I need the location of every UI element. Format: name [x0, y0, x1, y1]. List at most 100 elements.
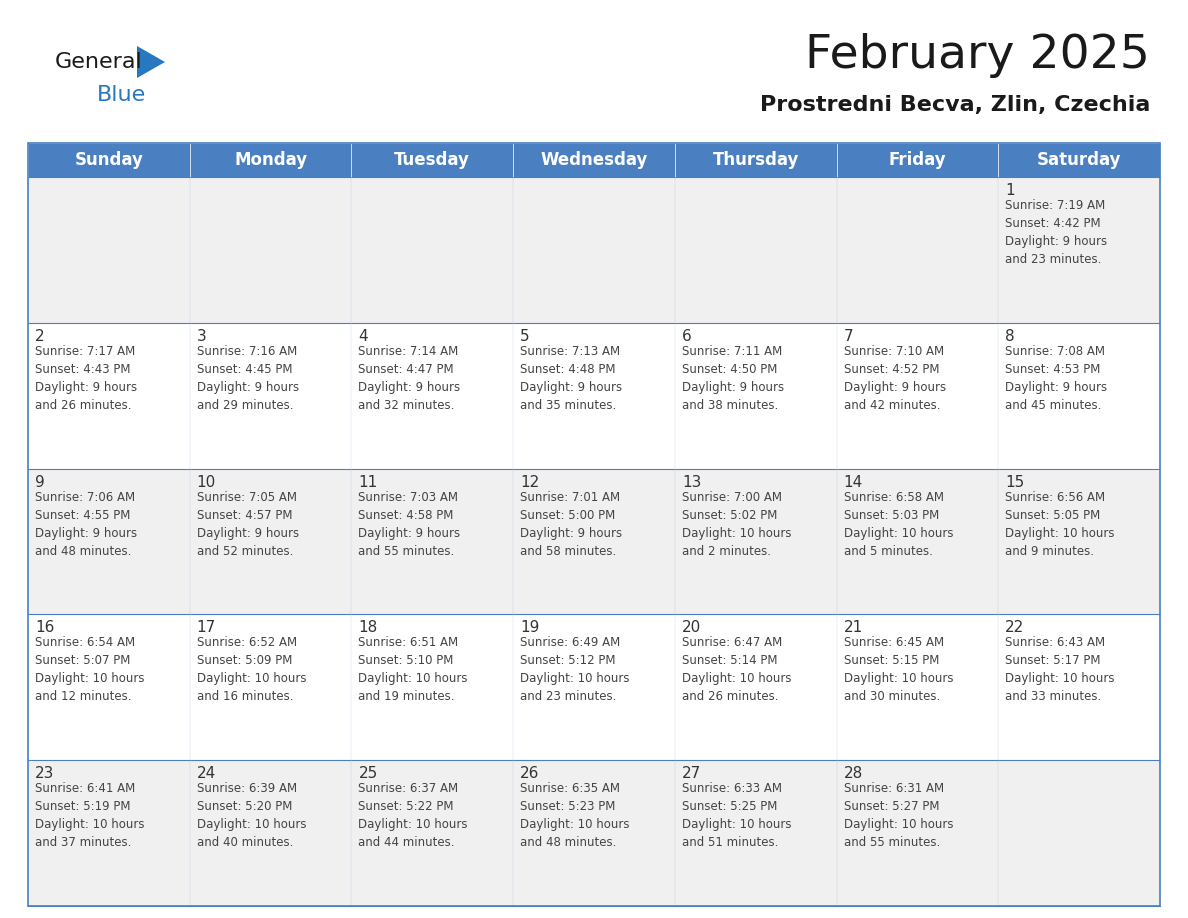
Text: Sunrise: 7:10 AM
Sunset: 4:52 PM
Daylight: 9 hours
and 42 minutes.: Sunrise: 7:10 AM Sunset: 4:52 PM Dayligh… — [843, 345, 946, 412]
Text: 19: 19 — [520, 621, 539, 635]
Bar — [190, 323, 352, 468]
Text: Sunrise: 6:54 AM
Sunset: 5:07 PM
Daylight: 10 hours
and 12 minutes.: Sunrise: 6:54 AM Sunset: 5:07 PM Dayligh… — [34, 636, 145, 703]
Bar — [998, 143, 1159, 177]
Bar — [29, 143, 1159, 906]
Text: 25: 25 — [359, 767, 378, 781]
Text: Sunrise: 6:58 AM
Sunset: 5:03 PM
Daylight: 10 hours
and 5 minutes.: Sunrise: 6:58 AM Sunset: 5:03 PM Dayligh… — [843, 490, 953, 557]
Bar — [836, 760, 998, 906]
Bar — [675, 323, 836, 468]
Bar — [836, 468, 998, 614]
Bar — [190, 177, 352, 323]
Text: 4: 4 — [359, 329, 368, 344]
Text: 22: 22 — [1005, 621, 1024, 635]
Bar — [998, 760, 1159, 906]
Bar — [513, 468, 675, 614]
Bar — [836, 614, 998, 760]
Text: 3: 3 — [197, 329, 207, 344]
Bar — [836, 323, 998, 468]
Text: Sunrise: 6:31 AM
Sunset: 5:27 PM
Daylight: 10 hours
and 55 minutes.: Sunrise: 6:31 AM Sunset: 5:27 PM Dayligh… — [843, 782, 953, 849]
Bar — [352, 177, 513, 323]
Bar — [675, 468, 836, 614]
Bar — [190, 760, 352, 906]
Bar — [513, 614, 675, 760]
Text: 28: 28 — [843, 767, 862, 781]
Bar — [29, 468, 190, 614]
Text: Sunrise: 6:33 AM
Sunset: 5:25 PM
Daylight: 10 hours
and 51 minutes.: Sunrise: 6:33 AM Sunset: 5:25 PM Dayligh… — [682, 782, 791, 849]
Text: 12: 12 — [520, 475, 539, 489]
Bar — [352, 760, 513, 906]
Text: 23: 23 — [34, 767, 55, 781]
Text: 11: 11 — [359, 475, 378, 489]
Bar — [675, 143, 836, 177]
Text: Sunrise: 7:14 AM
Sunset: 4:47 PM
Daylight: 9 hours
and 32 minutes.: Sunrise: 7:14 AM Sunset: 4:47 PM Dayligh… — [359, 345, 461, 412]
Text: Sunrise: 7:00 AM
Sunset: 5:02 PM
Daylight: 10 hours
and 2 minutes.: Sunrise: 7:00 AM Sunset: 5:02 PM Dayligh… — [682, 490, 791, 557]
Text: Thursday: Thursday — [713, 151, 798, 169]
Bar — [513, 177, 675, 323]
Text: Sunrise: 6:41 AM
Sunset: 5:19 PM
Daylight: 10 hours
and 37 minutes.: Sunrise: 6:41 AM Sunset: 5:19 PM Dayligh… — [34, 782, 145, 849]
Bar — [29, 177, 190, 323]
Text: Sunday: Sunday — [75, 151, 144, 169]
Text: 27: 27 — [682, 767, 701, 781]
Text: Sunrise: 6:56 AM
Sunset: 5:05 PM
Daylight: 10 hours
and 9 minutes.: Sunrise: 6:56 AM Sunset: 5:05 PM Dayligh… — [1005, 490, 1114, 557]
Bar — [513, 143, 675, 177]
Text: Sunrise: 7:01 AM
Sunset: 5:00 PM
Daylight: 9 hours
and 58 minutes.: Sunrise: 7:01 AM Sunset: 5:00 PM Dayligh… — [520, 490, 623, 557]
Bar — [352, 614, 513, 760]
Bar — [190, 143, 352, 177]
Text: 20: 20 — [682, 621, 701, 635]
Text: Tuesday: Tuesday — [394, 151, 470, 169]
Text: Saturday: Saturday — [1037, 151, 1121, 169]
Text: Prostredni Becva, Zlin, Czechia: Prostredni Becva, Zlin, Czechia — [759, 95, 1150, 115]
Text: Sunrise: 7:08 AM
Sunset: 4:53 PM
Daylight: 9 hours
and 45 minutes.: Sunrise: 7:08 AM Sunset: 4:53 PM Dayligh… — [1005, 345, 1107, 412]
Text: 8: 8 — [1005, 329, 1015, 344]
Text: 16: 16 — [34, 621, 55, 635]
Bar — [513, 760, 675, 906]
Text: General: General — [55, 52, 143, 72]
Bar — [352, 143, 513, 177]
Text: Sunrise: 7:03 AM
Sunset: 4:58 PM
Daylight: 9 hours
and 55 minutes.: Sunrise: 7:03 AM Sunset: 4:58 PM Dayligh… — [359, 490, 461, 557]
Bar — [998, 177, 1159, 323]
Text: Sunrise: 7:19 AM
Sunset: 4:42 PM
Daylight: 9 hours
and 23 minutes.: Sunrise: 7:19 AM Sunset: 4:42 PM Dayligh… — [1005, 199, 1107, 266]
Text: Sunrise: 7:13 AM
Sunset: 4:48 PM
Daylight: 9 hours
and 35 minutes.: Sunrise: 7:13 AM Sunset: 4:48 PM Dayligh… — [520, 345, 623, 412]
Bar — [513, 323, 675, 468]
Text: Wednesday: Wednesday — [541, 151, 647, 169]
Text: 9: 9 — [34, 475, 45, 489]
Text: 6: 6 — [682, 329, 691, 344]
Text: Sunrise: 7:05 AM
Sunset: 4:57 PM
Daylight: 9 hours
and 52 minutes.: Sunrise: 7:05 AM Sunset: 4:57 PM Dayligh… — [197, 490, 299, 557]
Text: 5: 5 — [520, 329, 530, 344]
Bar — [29, 760, 190, 906]
Bar — [998, 614, 1159, 760]
Text: February 2025: February 2025 — [805, 32, 1150, 77]
Text: Sunrise: 7:06 AM
Sunset: 4:55 PM
Daylight: 9 hours
and 48 minutes.: Sunrise: 7:06 AM Sunset: 4:55 PM Dayligh… — [34, 490, 137, 557]
Bar — [352, 468, 513, 614]
Bar — [998, 468, 1159, 614]
Bar — [836, 177, 998, 323]
Bar — [190, 614, 352, 760]
Bar — [29, 323, 190, 468]
Text: Sunrise: 6:49 AM
Sunset: 5:12 PM
Daylight: 10 hours
and 23 minutes.: Sunrise: 6:49 AM Sunset: 5:12 PM Dayligh… — [520, 636, 630, 703]
Bar — [998, 323, 1159, 468]
Polygon shape — [137, 46, 165, 78]
Text: Sunrise: 6:37 AM
Sunset: 5:22 PM
Daylight: 10 hours
and 44 minutes.: Sunrise: 6:37 AM Sunset: 5:22 PM Dayligh… — [359, 782, 468, 849]
Text: Sunrise: 6:39 AM
Sunset: 5:20 PM
Daylight: 10 hours
and 40 minutes.: Sunrise: 6:39 AM Sunset: 5:20 PM Dayligh… — [197, 782, 307, 849]
Text: Sunrise: 6:47 AM
Sunset: 5:14 PM
Daylight: 10 hours
and 26 minutes.: Sunrise: 6:47 AM Sunset: 5:14 PM Dayligh… — [682, 636, 791, 703]
Bar — [675, 177, 836, 323]
Bar — [29, 143, 190, 177]
Text: 2: 2 — [34, 329, 45, 344]
Text: 18: 18 — [359, 621, 378, 635]
Text: Sunrise: 7:17 AM
Sunset: 4:43 PM
Daylight: 9 hours
and 26 minutes.: Sunrise: 7:17 AM Sunset: 4:43 PM Dayligh… — [34, 345, 137, 412]
Bar — [675, 760, 836, 906]
Text: Sunrise: 6:43 AM
Sunset: 5:17 PM
Daylight: 10 hours
and 33 minutes.: Sunrise: 6:43 AM Sunset: 5:17 PM Dayligh… — [1005, 636, 1114, 703]
Text: 24: 24 — [197, 767, 216, 781]
Bar — [190, 468, 352, 614]
Text: 10: 10 — [197, 475, 216, 489]
Bar — [352, 323, 513, 468]
Text: Sunrise: 6:52 AM
Sunset: 5:09 PM
Daylight: 10 hours
and 16 minutes.: Sunrise: 6:52 AM Sunset: 5:09 PM Dayligh… — [197, 636, 307, 703]
Text: 7: 7 — [843, 329, 853, 344]
Text: 13: 13 — [682, 475, 701, 489]
Text: Sunrise: 6:45 AM
Sunset: 5:15 PM
Daylight: 10 hours
and 30 minutes.: Sunrise: 6:45 AM Sunset: 5:15 PM Dayligh… — [843, 636, 953, 703]
Text: Sunrise: 6:35 AM
Sunset: 5:23 PM
Daylight: 10 hours
and 48 minutes.: Sunrise: 6:35 AM Sunset: 5:23 PM Dayligh… — [520, 782, 630, 849]
Bar — [836, 143, 998, 177]
Text: Sunrise: 7:16 AM
Sunset: 4:45 PM
Daylight: 9 hours
and 29 minutes.: Sunrise: 7:16 AM Sunset: 4:45 PM Dayligh… — [197, 345, 299, 412]
Text: 14: 14 — [843, 475, 862, 489]
Text: Friday: Friday — [889, 151, 946, 169]
